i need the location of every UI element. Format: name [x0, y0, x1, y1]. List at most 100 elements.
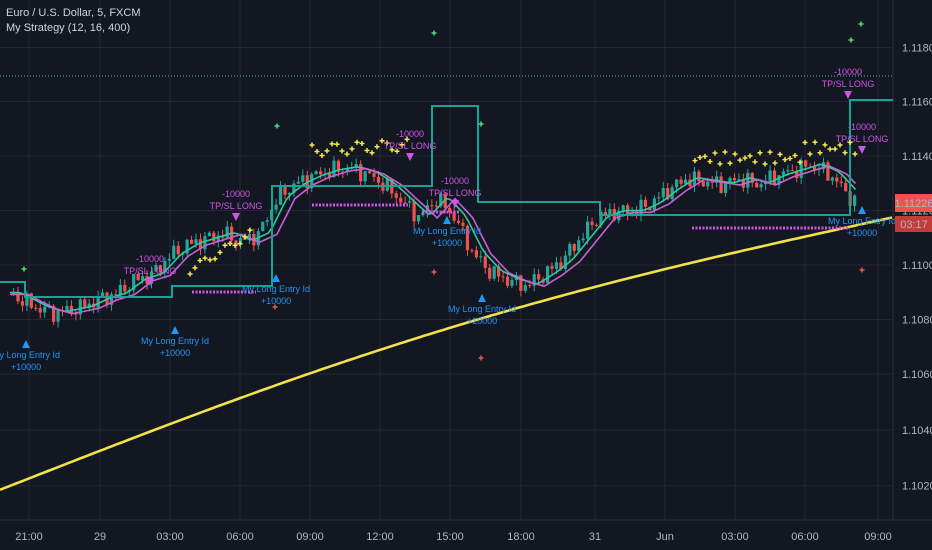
candle-body	[532, 274, 536, 286]
candle-body	[310, 174, 314, 189]
x-tick-label: 12:00	[366, 531, 394, 543]
plus-marker	[227, 241, 233, 247]
plus-marker	[217, 249, 223, 255]
candle-body	[319, 171, 323, 175]
y-tick-label: 1.10400	[902, 425, 932, 437]
last-price-badge	[895, 194, 932, 212]
candle-body	[821, 162, 826, 170]
candle-body	[781, 171, 786, 176]
plus-marker	[697, 154, 703, 160]
entry-qty-label: +10000	[11, 362, 41, 372]
candle-body	[853, 195, 857, 206]
plus-marker	[369, 150, 375, 156]
candle-body	[755, 182, 759, 188]
long-ma-line	[0, 216, 893, 492]
plus-marker	[478, 121, 484, 127]
plus-marker	[309, 142, 315, 148]
x-tick-label: 21:00	[15, 531, 43, 543]
candle-body	[439, 193, 443, 207]
candle-body	[421, 212, 425, 216]
plus-marker	[404, 136, 410, 142]
candle-body	[461, 222, 465, 226]
candle-body	[292, 183, 296, 193]
plus-marker	[197, 258, 203, 264]
candle-body	[844, 183, 848, 192]
plus-marker	[394, 148, 400, 154]
candle-body	[25, 293, 29, 306]
candle-body	[634, 211, 639, 216]
candle-body	[474, 250, 478, 258]
candle-body	[283, 185, 287, 195]
plus-marker	[379, 138, 385, 144]
y-tick-label: 1.10200	[902, 481, 932, 493]
plus-marker	[742, 155, 748, 161]
entry-arrow	[478, 294, 486, 302]
study-title[interactable]: My Strategy (12, 16, 400)	[6, 22, 131, 34]
x-tick-label: 29	[94, 531, 106, 543]
plus-marker	[792, 152, 798, 158]
candle-body	[817, 169, 821, 171]
exit-signal-label: TP/SL LONG	[124, 266, 177, 276]
candle-body	[96, 296, 100, 308]
candle-body	[234, 240, 238, 245]
candle-body	[100, 292, 105, 297]
candle-body	[265, 220, 269, 222]
candle-body	[336, 160, 341, 172]
plus-marker	[339, 148, 345, 154]
candle-body	[719, 176, 723, 193]
countdown-value: 03:17	[900, 219, 928, 231]
plus-marker	[207, 257, 213, 263]
candle-body	[630, 211, 634, 216]
candle-body	[497, 266, 501, 277]
candle-body	[510, 279, 514, 286]
plus-marker	[192, 265, 198, 271]
plus-marker	[837, 142, 843, 148]
plus-marker	[842, 150, 848, 156]
plus-marker	[762, 161, 768, 167]
candle-body	[661, 188, 665, 198]
candle-body	[572, 244, 576, 251]
exit-signal-label: TP/SL LONG	[210, 201, 263, 211]
candle-body	[488, 267, 492, 279]
candle-body	[804, 160, 808, 167]
candle-body	[621, 205, 625, 211]
exit-arrow	[451, 200, 459, 208]
candle-body	[278, 185, 283, 205]
plus-marker	[772, 160, 778, 166]
plus-marker	[797, 159, 803, 165]
plus-marker	[431, 269, 437, 275]
exit-arrow	[232, 213, 240, 221]
candle-body	[768, 170, 772, 181]
candle-body	[176, 245, 180, 255]
candle-body	[261, 221, 265, 232]
candle-body	[118, 284, 122, 296]
entry-signal-label: My Long Entry Id	[413, 226, 481, 236]
candle-body	[314, 171, 318, 175]
candle-body	[203, 236, 207, 250]
plus-marker	[399, 142, 405, 148]
exit-signal-label: TP/SL LONG	[822, 79, 875, 89]
candle-body	[194, 239, 198, 244]
x-tick-label: 15:00	[436, 531, 464, 543]
symbol-title[interactable]: Euro / U.S. Dollar, 5, FXCM	[6, 7, 141, 19]
candle-body	[652, 198, 656, 210]
candle-body	[706, 181, 710, 187]
entry-qty-label: +10000	[467, 316, 497, 326]
plus-marker	[747, 153, 753, 159]
candle-body	[87, 303, 91, 308]
candle-body	[274, 204, 278, 210]
x-tick-label: 09:00	[864, 531, 892, 543]
candle-body	[835, 177, 839, 182]
x-tick-label: 06:00	[791, 531, 819, 543]
candle-body	[559, 262, 563, 270]
candle-body	[163, 260, 167, 273]
candle-body	[608, 208, 612, 215]
candle-body	[154, 265, 158, 272]
candle-body	[537, 274, 541, 280]
x-tick-label: 06:00	[226, 531, 254, 543]
candle-body	[11, 293, 16, 295]
candle-body	[363, 171, 367, 182]
x-tick-label: 03:00	[156, 531, 184, 543]
candle-body	[403, 202, 407, 204]
